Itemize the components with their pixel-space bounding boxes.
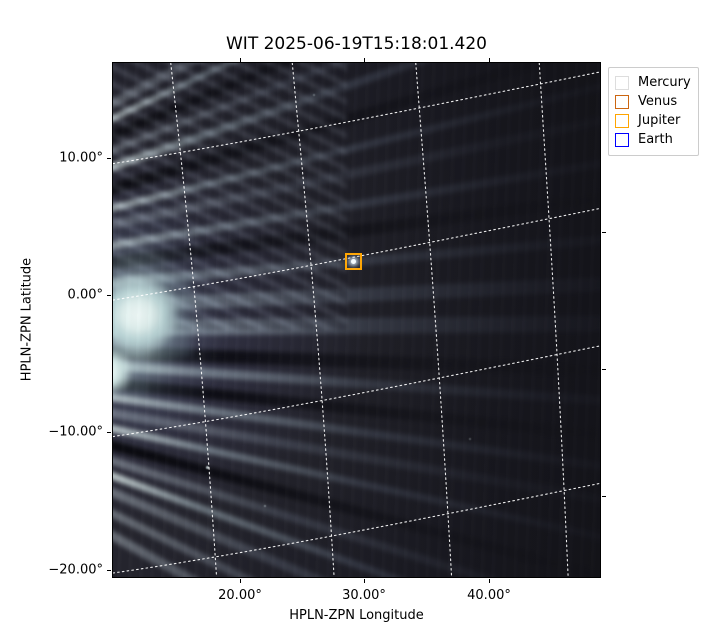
legend-item-jupiter[interactable]: Jupiter [615, 111, 691, 130]
y-tick [107, 295, 111, 296]
legend-swatch-earth [615, 132, 629, 147]
x-tick-top [489, 58, 490, 62]
x-axis-label: HPLN-ZPN Longitude [289, 608, 424, 623]
image-vignette [113, 63, 600, 577]
legend-swatch-jupiter [615, 113, 629, 128]
x-tick [364, 579, 365, 583]
star-speck [312, 93, 315, 96]
y-tick [107, 432, 111, 433]
x-tick-label: 20.00° [218, 588, 262, 603]
x-tick [240, 579, 241, 583]
legend-label-venus: Venus [638, 94, 678, 109]
y-tick-right [602, 496, 606, 497]
page-title: WIT 2025-06-19T15:18:01.420 [226, 34, 487, 54]
y-axis-label: HPLN-ZPN Latitude [19, 257, 35, 382]
y-tick-right [602, 369, 606, 370]
legend-swatch-mercury [615, 75, 629, 90]
legend-label-mercury: Mercury [638, 75, 691, 90]
star-speck [263, 505, 266, 508]
star-speck [468, 438, 471, 441]
y-tick [107, 158, 111, 159]
legend-label-jupiter: Jupiter [638, 113, 681, 128]
y-tick-label: −20.00° [48, 562, 103, 578]
legend[interactable]: Mercury Venus Jupiter Earth [608, 67, 699, 156]
planet-marker-jupiter[interactable] [345, 253, 362, 270]
legend-swatch-venus [615, 94, 629, 109]
y-tick-label: 0.00° [67, 287, 103, 303]
x-tick-top [240, 58, 241, 62]
jupiter-point [351, 259, 356, 264]
x-tick-label: 40.00° [467, 588, 511, 603]
legend-item-venus[interactable]: Venus [615, 92, 691, 111]
legend-label-earth: Earth [638, 132, 673, 147]
x-tick [489, 579, 490, 583]
x-tick-label: 30.00° [342, 588, 386, 603]
y-tick-label: −10.00° [48, 424, 103, 440]
y-tick [107, 570, 111, 571]
x-tick-top [364, 58, 365, 62]
coronagraph-image [113, 63, 600, 577]
y-tick-label: 10.00° [59, 150, 103, 166]
legend-item-mercury[interactable]: Mercury [615, 73, 691, 92]
y-tick-right [602, 232, 606, 233]
plot-axes[interactable] [112, 62, 601, 578]
legend-item-earth[interactable]: Earth [615, 130, 691, 149]
